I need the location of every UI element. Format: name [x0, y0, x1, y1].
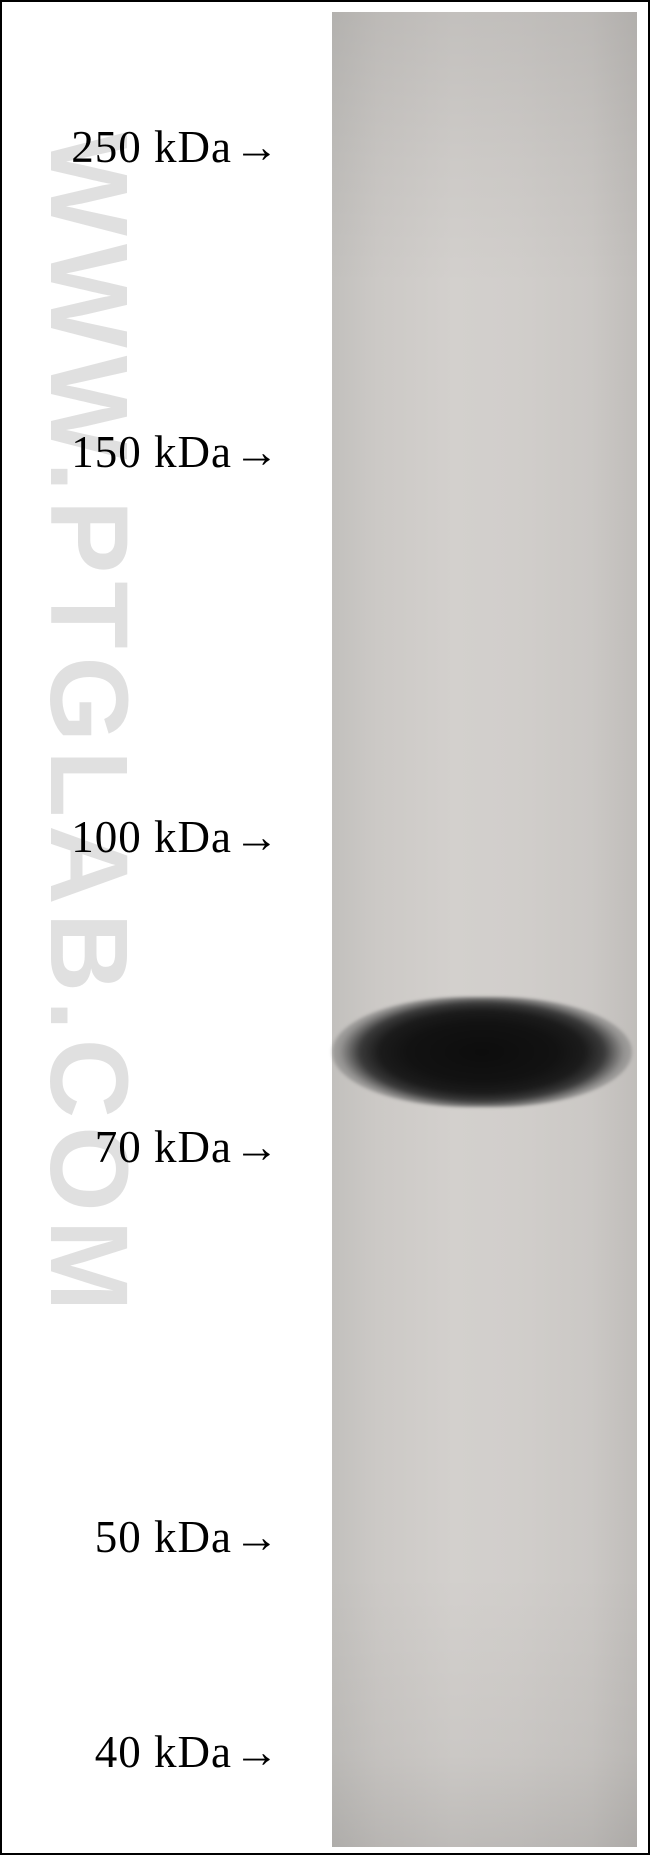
marker-100kda: 100 kDa →: [2, 807, 279, 867]
marker-50kda: 50 kDa →: [2, 1507, 279, 1567]
figure-container: WWW.PTGLAB.COM 250 kDa → 150 kDa → 100 k…: [0, 0, 650, 1855]
arrow-icon: →: [234, 121, 279, 173]
arrow-icon: →: [234, 1121, 279, 1173]
marker-150kda: 150 kDa →: [2, 422, 279, 482]
marker-label: 150 kDa: [2, 426, 232, 478]
marker-label: 40 kDa: [2, 1726, 232, 1778]
marker-70kda: 70 kDa →: [2, 1117, 279, 1177]
marker-label: 70 kDa: [2, 1121, 232, 1173]
arrow-icon: →: [234, 426, 279, 478]
marker-label: 50 kDa: [2, 1511, 232, 1563]
marker-label: 100 kDa: [2, 811, 232, 863]
marker-40kda: 40 kDa →: [2, 1722, 279, 1782]
arrow-icon: →: [234, 1726, 279, 1778]
protein-band: [332, 997, 632, 1107]
blot-lane: [332, 12, 637, 1847]
arrow-icon: →: [234, 1511, 279, 1563]
marker-label: 250 kDa: [2, 121, 232, 173]
arrow-icon: →: [234, 811, 279, 863]
marker-250kda: 250 kDa →: [2, 117, 279, 177]
